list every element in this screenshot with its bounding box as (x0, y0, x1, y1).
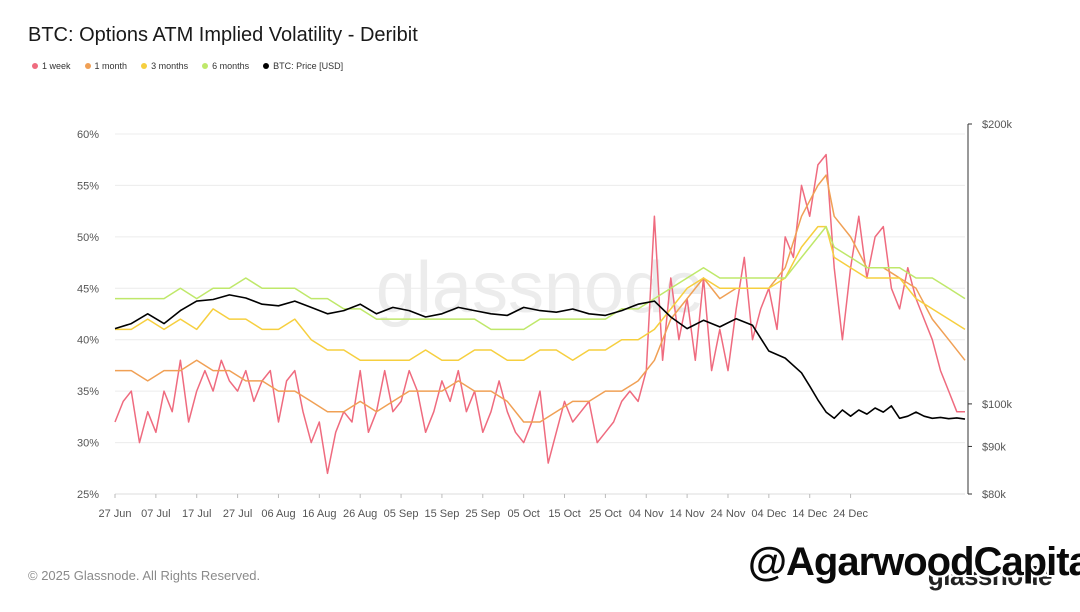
x-tick-label: 25 Oct (589, 508, 621, 520)
legend-swatch (202, 63, 209, 69)
legend-label: BTC: Price [USD] (273, 61, 344, 71)
x-tick-label: 05 Oct (507, 508, 539, 520)
legend-swatch (32, 63, 38, 69)
series-line-6-months (115, 225, 966, 331)
legend-label: 3 months (151, 61, 189, 71)
x-tick-label: 05 Sep (384, 508, 419, 520)
y-tick-label: 40% (77, 335, 99, 347)
x-tick-label: 14 Nov (670, 508, 705, 520)
right-tick-label: $100k (982, 399, 1012, 411)
y-tick-label: 45% (77, 283, 99, 295)
series-group (114, 153, 966, 475)
y-tick-label: 35% (77, 386, 99, 398)
legend-item-6months[interactable]: 6 months (202, 61, 249, 71)
x-tick-label: 26 Aug (343, 508, 377, 520)
x-tick-label: 06 Aug (261, 508, 295, 520)
x-tick-label: 17 Jul (182, 508, 211, 520)
legend-swatch (84, 63, 91, 69)
x-tick-label: 14 Dec (792, 508, 827, 520)
copyright-notice: © 2025 Glassnode. All Rights Reserved. (28, 568, 261, 583)
right-tick-label: $80k (982, 489, 1006, 501)
series-line-1-week (114, 153, 965, 475)
legend-swatch (263, 63, 270, 69)
legend-label: 1 week (42, 61, 71, 71)
x-tick-label: 27 Jul (223, 508, 252, 520)
legend: 1 week 1 month 3 months 6 months BTC: Pr… (32, 61, 343, 71)
axes: 60% 55% 50% 45% 40% 35% 30% 25% 27 Jun 07 Jul 17 J… (77, 119, 1013, 520)
y-tick-label: 25% (77, 489, 99, 501)
right-tick-label: $90k (982, 441, 1006, 453)
x-tick-label: 25 Sep (465, 508, 500, 520)
y-tick-label: 30% (77, 438, 99, 450)
x-tick-label: 27 Jun (98, 508, 131, 520)
right-tick-label: $200k (982, 119, 1012, 131)
series-line-btc-price-usd (114, 294, 966, 420)
x-tick-label: 07 Jul (141, 508, 170, 520)
x-tick-label: 24 Dec (833, 508, 868, 520)
legend-swatch (141, 63, 148, 69)
legend-item-1month[interactable]: 1 month (84, 61, 128, 71)
watermark-overlay: @AgarwoodCapital (748, 540, 1080, 584)
legend-item-3months[interactable]: 3 months (141, 61, 188, 71)
legend-item-btc-price[interactable]: BTC: Price [USD] (263, 61, 343, 71)
x-tick-label: 16 Aug (302, 508, 336, 520)
series-line-1-month (115, 174, 966, 423)
chart-title: BTC: Options ATM Implied Volatility - De… (28, 24, 418, 46)
x-tick-label: 24 Nov (711, 508, 746, 520)
brand-logo: glassnode (927, 561, 1053, 591)
x-tick-label: 04 Nov (629, 508, 664, 520)
y-tick-label: 60% (77, 129, 99, 141)
legend-item-1week[interactable]: 1 week (32, 61, 71, 71)
y-tick-label: 50% (77, 232, 99, 244)
x-tick-label: 04 Dec (751, 508, 786, 520)
y-tick-label: 55% (77, 180, 99, 192)
legend-label: 1 month (94, 61, 128, 71)
legend-label: 6 months (212, 61, 250, 71)
x-tick-label: 15 Oct (548, 508, 580, 520)
x-tick-label: 15 Sep (424, 508, 459, 520)
